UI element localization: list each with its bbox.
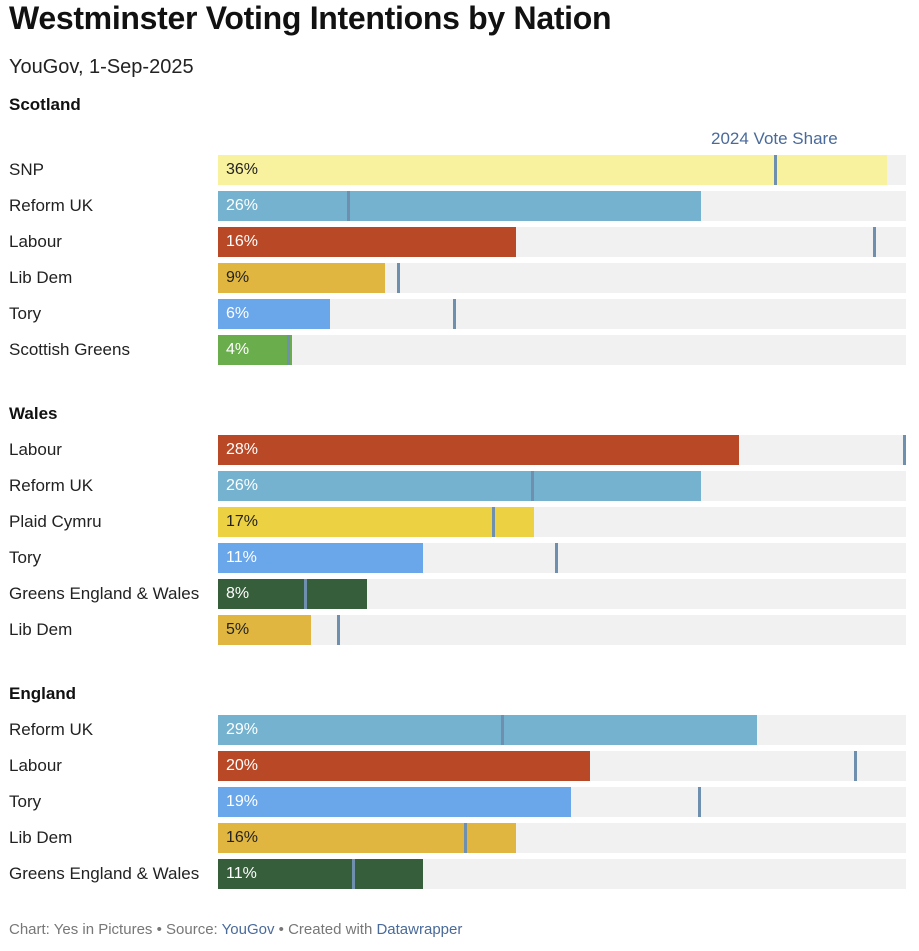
chart-footer: Chart: Yes in Pictures • Source: YouGov … (9, 921, 462, 938)
bar-england-greens-england-and-wales (218, 859, 423, 889)
row-label-scotland-reform-uk: Reform UK (9, 196, 94, 215)
bar-track-wales-labour: 28% (218, 435, 906, 465)
bar-value-wales-labour: 28% (226, 441, 259, 458)
marker-2024-wales-greens-england-and-wales (303, 579, 307, 609)
marker-2024-scotland-labour (872, 227, 876, 257)
row-label-wales-reform-uk: Reform UK (9, 476, 94, 495)
bar-value-england-tory: 19% (226, 793, 259, 810)
bar-scotland-reform-uk (218, 191, 702, 221)
marker-2024-scotland-scottish-greens (287, 335, 291, 365)
marker-2024-wales-labour (903, 435, 906, 465)
footer-separator: • (278, 921, 284, 938)
bar-wales-plaid-cymru (218, 507, 535, 537)
bar-wales-lib-dem (218, 615, 311, 645)
marker-2024-england-lib-dem (463, 823, 467, 853)
row-label-wales-tory: Tory (9, 548, 42, 567)
row-label-wales-greens-england-and-wales: Greens England & Wales (9, 584, 200, 603)
bar-track-wales-plaid-cymru: 17% (218, 507, 906, 537)
bar-track-scotland-lib-dem: 9% (218, 263, 906, 293)
marker-2024-scotland-snp (774, 155, 778, 185)
bar-value-scotland-labour: 16% (226, 233, 259, 250)
row-label-england-tory: Tory (9, 792, 42, 811)
bar-wales-tory (218, 543, 423, 573)
marker-2024-wales-tory (554, 543, 558, 573)
bar-track-wales-reform-uk: 26% (218, 471, 906, 501)
bar-value-scotland-tory: 6% (226, 305, 250, 322)
marker-2024-england-reform-uk (500, 715, 504, 745)
footer-source-label: Source: (166, 921, 218, 938)
bar-scotland-labour (218, 227, 516, 257)
bar-track-scotland-reform-uk: 26% (218, 191, 906, 221)
marker-2024-wales-plaid-cymru (491, 507, 495, 537)
bar-england-tory (218, 787, 572, 817)
bar-track-wales-tory: 11% (218, 543, 906, 573)
bar-track-scotland-labour: 16% (218, 227, 906, 257)
row-label-scotland-snp: SNP (9, 160, 44, 179)
footer-chart-credit: Chart: Yes in Pictures (9, 921, 153, 938)
bar-value-england-lib-dem: 16% (226, 829, 259, 846)
bar-scotland-lib-dem (218, 263, 386, 293)
bar-value-scotland-reform-uk: 26% (226, 197, 259, 214)
footer-separator: • (156, 921, 162, 938)
bar-england-labour (218, 751, 590, 781)
bar-track-england-tory: 19% (218, 787, 906, 817)
bar-value-england-labour: 20% (226, 757, 259, 774)
marker-2024-wales-lib-dem (337, 615, 341, 645)
row-label-scotland-scottish-greens: Scottish Greens (9, 340, 130, 359)
bar-value-wales-tory: 11% (226, 549, 257, 566)
marker-2024-scotland-lib-dem (396, 263, 400, 293)
marker-2024-england-labour (854, 751, 858, 781)
bar-track-scotland-scottish-greens: 4% (218, 335, 906, 365)
bar-scotland-snp (218, 155, 888, 185)
row-label-wales-plaid-cymru: Plaid Cymru (9, 512, 102, 531)
row-label-wales-lib-dem: Lib Dem (9, 620, 73, 639)
bar-track-england-greens-england-and-wales: 11% (218, 859, 906, 889)
section-title-wales: Wales (9, 404, 58, 423)
section-title-scotland: Scotland (9, 95, 81, 114)
bar-track-england-reform-uk: 29% (218, 715, 906, 745)
bar-track-england-labour: 20% (218, 751, 906, 781)
legend-label-2024-vote-share: 2024 Vote Share (711, 129, 838, 148)
bar-value-wales-lib-dem: 5% (226, 621, 250, 638)
bar-value-wales-reform-uk: 26% (226, 477, 259, 494)
marker-2024-england-tory (698, 787, 702, 817)
bar-wales-greens-england-and-wales (218, 579, 367, 609)
bar-value-scotland-snp: 36% (226, 161, 259, 178)
row-label-scotland-tory: Tory (9, 304, 42, 323)
bar-scotland-scottish-greens (218, 335, 293, 365)
bar-value-wales-plaid-cymru: 17% (226, 513, 259, 530)
bar-track-england-lib-dem: 16% (218, 823, 906, 853)
row-label-scotland-labour: Labour (9, 232, 62, 251)
footer-source-link[interactable]: YouGov (221, 921, 275, 938)
bar-value-england-greens-england-and-wales: 11% (226, 865, 257, 882)
section-title-england: England (9, 684, 77, 703)
footer-created-label: Created with (288, 921, 373, 938)
bar-track-scotland-snp: 36% (218, 155, 906, 185)
row-label-wales-labour: Labour (9, 440, 62, 459)
chart-subtitle: YouGov, 1-Sep-2025 (9, 56, 194, 78)
row-label-england-lib-dem: Lib Dem (9, 828, 73, 847)
marker-2024-scotland-tory (452, 299, 456, 329)
bar-england-reform-uk (218, 715, 758, 745)
marker-2024-england-greens-england-and-wales (352, 859, 356, 889)
row-label-scotland-lib-dem: Lib Dem (9, 268, 73, 287)
bar-track-wales-lib-dem: 5% (218, 615, 906, 645)
bar-value-scotland-scottish-greens: 4% (226, 341, 250, 358)
marker-2024-scotland-reform-uk (346, 191, 350, 221)
bar-england-lib-dem (218, 823, 516, 853)
row-label-england-greens-england-and-wales: Greens England & Wales (9, 864, 200, 883)
bar-wales-reform-uk (218, 471, 702, 501)
bar-track-scotland-tory: 6% (218, 299, 906, 329)
bar-wales-labour (218, 435, 739, 465)
bar-value-scotland-lib-dem: 9% (226, 269, 250, 286)
footer-datawrapper-link[interactable]: Datawrapper (376, 921, 463, 938)
bar-value-wales-greens-england-and-wales: 8% (226, 585, 250, 602)
row-label-england-labour: Labour (9, 756, 62, 775)
bar-value-england-reform-uk: 29% (226, 721, 259, 738)
row-label-england-reform-uk: Reform UK (9, 720, 94, 739)
bar-scotland-tory (218, 299, 330, 329)
chart-title: Westminster Voting Intentions by Nation (9, 0, 612, 36)
bar-track-wales-greens-england-and-wales: 8% (218, 579, 906, 609)
marker-2024-wales-reform-uk (530, 471, 534, 501)
